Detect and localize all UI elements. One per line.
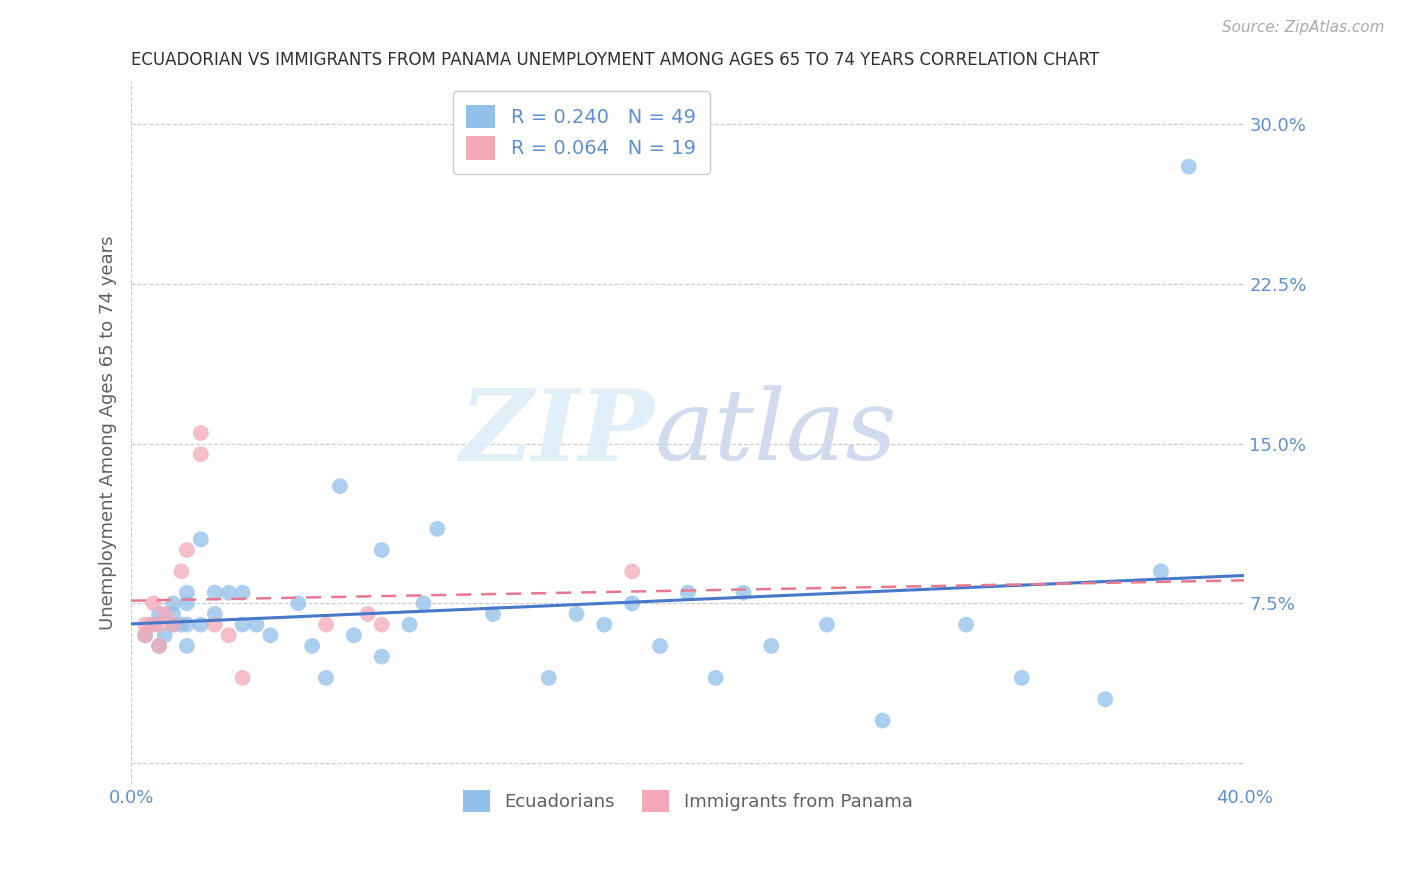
Point (232, 585, 254, 599)
Point (593, 617, 616, 632)
Point (1150, 565, 1173, 579)
Point (815, 617, 838, 632)
Point (329, 479, 352, 493)
Point (162, 596, 184, 610)
Point (287, 596, 309, 610)
Point (426, 522, 449, 536)
Point (153, 607, 176, 621)
Point (176, 617, 198, 632)
Point (153, 628, 176, 642)
Point (232, 617, 254, 632)
Point (676, 585, 699, 599)
Point (412, 596, 434, 610)
Point (1177, 160, 1199, 174)
Point (482, 607, 505, 621)
Point (398, 617, 420, 632)
Text: atlas: atlas (654, 385, 897, 481)
Point (315, 617, 337, 632)
Point (148, 607, 170, 621)
Point (162, 617, 184, 632)
Point (301, 639, 323, 653)
Point (370, 543, 392, 558)
Point (1011, 671, 1033, 685)
Point (204, 607, 226, 621)
Point (190, 617, 212, 632)
Point (148, 639, 170, 653)
Point (170, 617, 193, 632)
Point (245, 617, 267, 632)
Point (621, 565, 644, 579)
Point (872, 714, 894, 728)
Point (148, 639, 170, 653)
Point (232, 671, 254, 685)
Point (955, 617, 977, 632)
Point (621, 596, 644, 610)
Point (1094, 692, 1116, 706)
Point (733, 585, 755, 599)
Point (315, 671, 337, 685)
Point (139, 617, 162, 632)
Point (204, 617, 226, 632)
Legend: Ecuadorians, Immigrants from Panama: Ecuadorians, Immigrants from Panama (450, 777, 925, 824)
Point (648, 639, 671, 653)
Point (218, 585, 240, 599)
Point (162, 607, 184, 621)
Point (343, 628, 366, 642)
Y-axis label: Unemployment Among Ages 65 to 74 years: Unemployment Among Ages 65 to 74 years (100, 235, 117, 630)
Point (176, 543, 198, 558)
Text: ZIP: ZIP (460, 384, 654, 481)
Point (190, 533, 212, 547)
Point (761, 639, 783, 653)
Point (162, 617, 184, 632)
Point (176, 596, 198, 610)
Point (218, 628, 240, 642)
Point (176, 585, 198, 599)
Text: Source: ZipAtlas.com: Source: ZipAtlas.com (1222, 20, 1385, 35)
Point (190, 425, 212, 440)
Point (148, 617, 170, 632)
Point (704, 671, 727, 685)
Point (142, 617, 165, 632)
Point (537, 671, 560, 685)
Point (142, 596, 165, 610)
Point (190, 447, 212, 461)
Point (370, 617, 392, 632)
Point (565, 607, 588, 621)
Point (259, 628, 281, 642)
Point (357, 607, 380, 621)
Point (170, 565, 193, 579)
Point (176, 639, 198, 653)
Text: ECUADORIAN VS IMMIGRANTS FROM PANAMA UNEMPLOYMENT AMONG AGES 65 TO 74 YEARS CORR: ECUADORIAN VS IMMIGRANTS FROM PANAMA UNE… (131, 51, 1099, 69)
Point (370, 649, 392, 664)
Point (134, 628, 156, 642)
Point (204, 585, 226, 599)
Point (134, 628, 156, 642)
Point (134, 617, 156, 632)
